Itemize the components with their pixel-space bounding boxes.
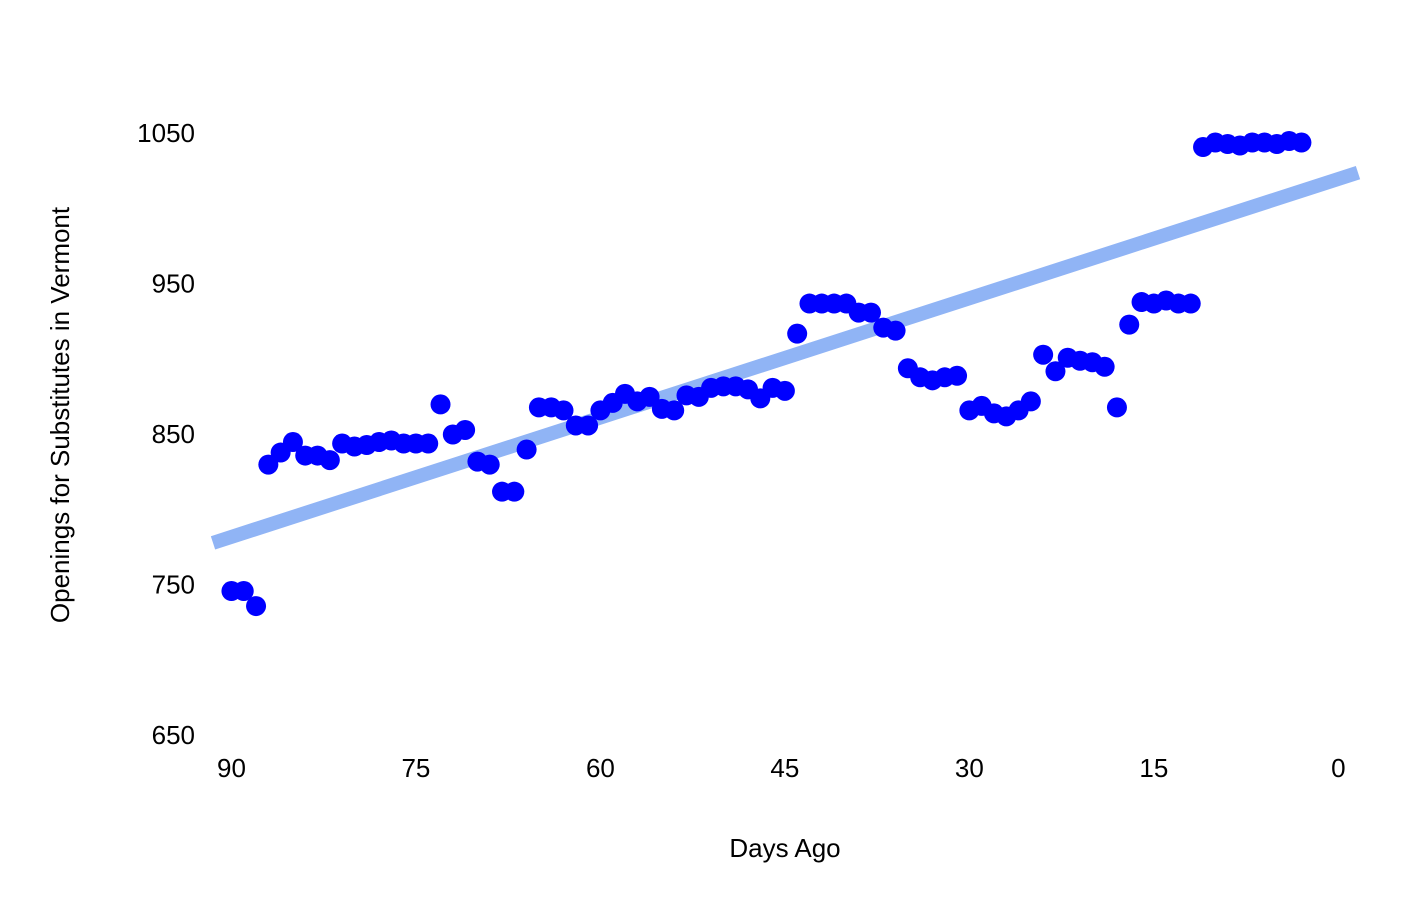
data-point <box>947 365 968 386</box>
data-point <box>787 323 808 344</box>
data-point <box>246 596 267 617</box>
data-point <box>1180 293 1201 314</box>
data-point <box>1119 314 1140 335</box>
x-tick-label: 60 <box>586 753 615 783</box>
x-tick-label: 15 <box>1139 753 1168 783</box>
y-tick-label: 750 <box>152 569 195 599</box>
y-tick-label: 1050 <box>137 118 195 148</box>
data-point <box>418 433 439 454</box>
data-point <box>258 454 279 475</box>
trend-line <box>210 165 1361 550</box>
data-point <box>282 432 303 453</box>
x-tick-label: 0 <box>1331 753 1345 783</box>
data-point <box>1033 344 1054 365</box>
y-tick-label: 650 <box>152 720 195 750</box>
data-point <box>885 320 906 341</box>
data-point <box>578 415 599 436</box>
data-point <box>774 380 795 401</box>
y-tick-label: 950 <box>152 268 195 298</box>
data-point <box>553 400 574 421</box>
data-point <box>504 481 525 502</box>
data-point <box>639 386 660 407</box>
x-tick-label: 30 <box>955 753 984 783</box>
x-tick-label: 75 <box>401 753 430 783</box>
data-point <box>860 302 881 323</box>
x-tick-label: 90 <box>217 753 246 783</box>
data-point <box>1106 397 1127 418</box>
data-point <box>1020 391 1041 412</box>
x-axis-title: Days Ago <box>729 833 840 863</box>
data-point <box>1094 356 1115 377</box>
data-point <box>664 400 685 421</box>
data-point <box>1291 132 1312 153</box>
x-tick-label: 45 <box>770 753 799 783</box>
data-point <box>1045 361 1066 382</box>
data-point <box>479 454 500 475</box>
y-tick-label: 850 <box>152 419 195 449</box>
data-point <box>455 419 476 440</box>
data-point <box>516 439 537 460</box>
data-point <box>319 450 340 471</box>
data-point <box>233 581 254 602</box>
y-axis-title: Openings for Substitutes in Vermont <box>45 206 75 623</box>
data-point <box>430 394 451 415</box>
